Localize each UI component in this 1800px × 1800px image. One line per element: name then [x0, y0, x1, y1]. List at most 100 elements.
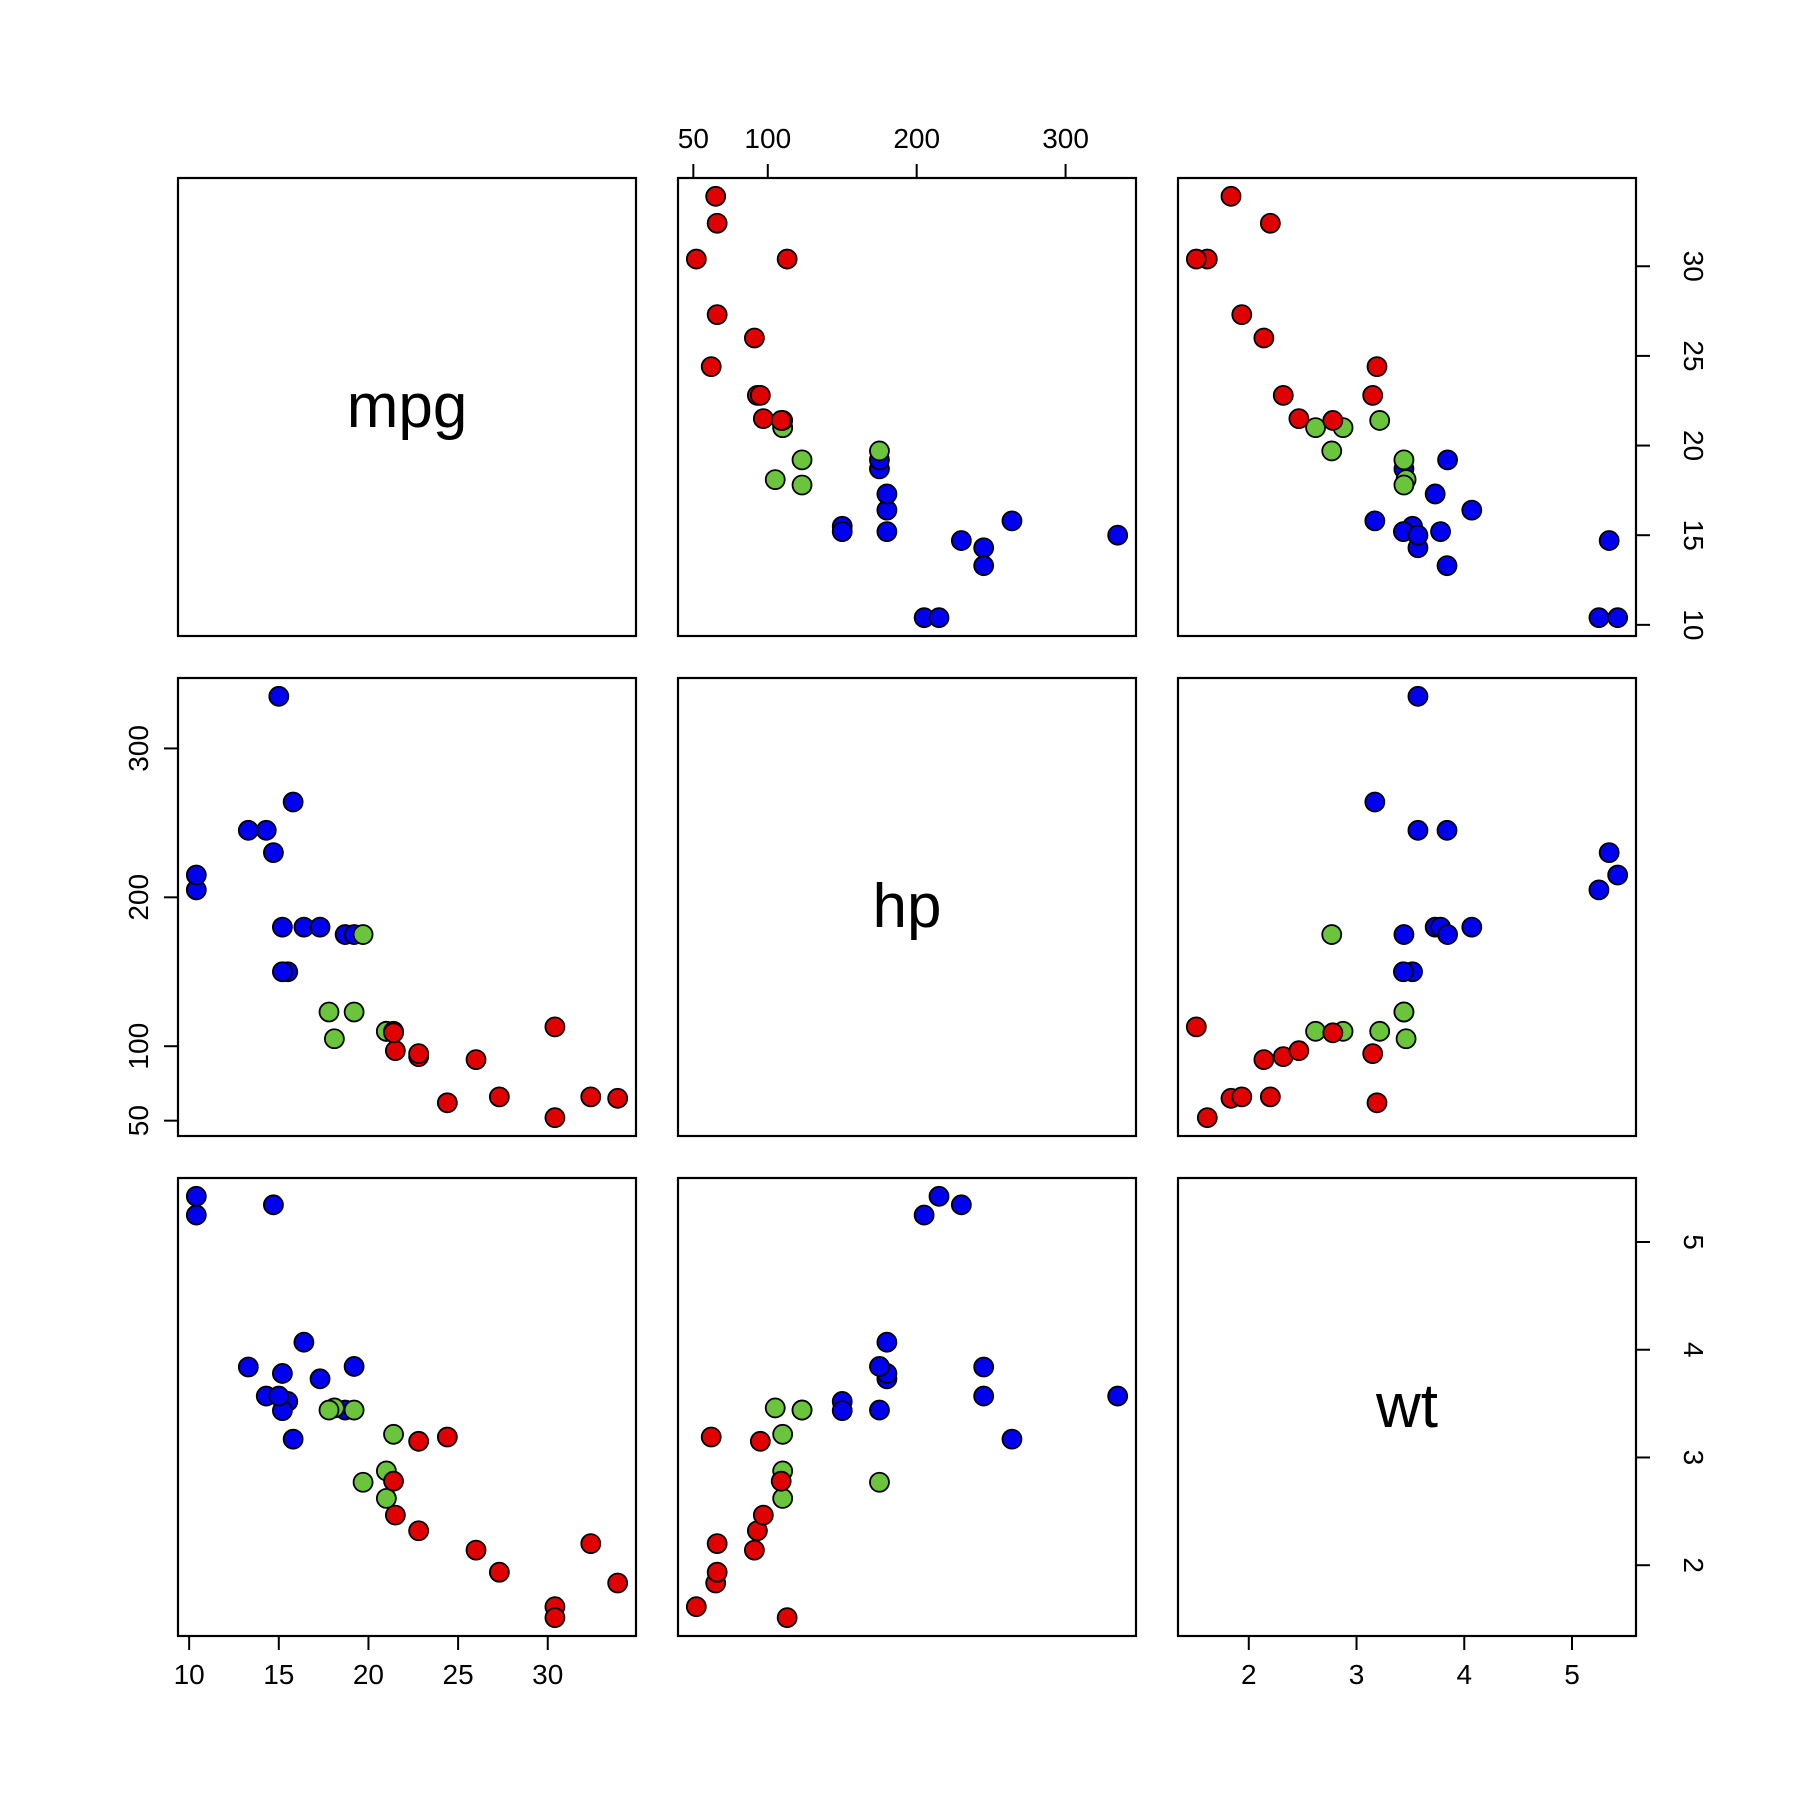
data-point: [1288, 1040, 1310, 1062]
data-point: [791, 1399, 813, 1421]
data-point: [1407, 685, 1429, 707]
data-point: [282, 1428, 304, 1450]
data-point: [1461, 499, 1483, 521]
data-point: [876, 1331, 898, 1353]
data-point: [1322, 410, 1344, 431]
data-point: [580, 1533, 602, 1555]
data-point: [950, 530, 972, 551]
data-point: [408, 1520, 430, 1542]
data-point: [1436, 819, 1458, 841]
data-point: [1288, 408, 1310, 430]
data-point: [705, 185, 727, 207]
data-point: [343, 1356, 365, 1377]
data-point: [1369, 1020, 1391, 1042]
y-axis-mpg: 10 15 20 25 30: [1635, 251, 1709, 640]
tick-label: 100: [744, 123, 791, 154]
panel-hp-vs-wt: [1176, 676, 1638, 1138]
data-point: [544, 1607, 566, 1629]
data-point: [255, 819, 277, 841]
data-point: [1598, 842, 1620, 864]
data-point: [1407, 524, 1429, 546]
tick-label: 300: [1042, 123, 1089, 154]
tick-label: 200: [893, 123, 940, 154]
data-point: [263, 1194, 284, 1216]
panel-wt-vs-wt: wt: [1176, 1176, 1638, 1638]
data-point: [268, 1385, 290, 1407]
data-point: [685, 1596, 707, 1618]
data-point: [752, 1504, 774, 1526]
data-point: [271, 916, 293, 938]
data-point: [1393, 449, 1415, 471]
data-point: [1395, 1028, 1417, 1050]
tick-label: 300: [123, 725, 154, 772]
data-point: [1607, 607, 1629, 629]
tick-label: 20: [1678, 430, 1709, 461]
data-point: [776, 248, 798, 270]
data-point: [384, 1504, 406, 1526]
data-point: [1436, 555, 1458, 577]
tick-label: 4: [1678, 1342, 1709, 1358]
data-point: [237, 819, 259, 841]
data-point: [1366, 1092, 1388, 1114]
data-point: [318, 1001, 340, 1023]
data-point: [237, 1356, 259, 1378]
y-axis-hp: 50 100 200 300: [123, 725, 179, 1136]
data-point: [607, 1087, 629, 1109]
data-point: [1364, 510, 1386, 532]
tick-label: 2: [1241, 1659, 1257, 1690]
data-point: [383, 1423, 404, 1445]
data-point: [1598, 530, 1620, 551]
data-point: [772, 1423, 794, 1445]
tick-label: 5: [1564, 1659, 1580, 1690]
panel-wt-vs-hp: [676, 1176, 1138, 1638]
data-point: [1305, 1020, 1326, 1042]
data-point: [1364, 791, 1386, 813]
data-point: [928, 1185, 950, 1207]
data-point: [1253, 1049, 1275, 1071]
data-point: [352, 924, 374, 945]
panel-mpg-vs-mpg: mpg: [176, 176, 638, 638]
data-point: [544, 1016, 566, 1038]
data-point: [1424, 483, 1446, 505]
data-point: [436, 1426, 458, 1448]
tick-label: 50: [678, 123, 709, 154]
data-point: [869, 1356, 890, 1377]
variable-label-wt: wt: [1375, 1372, 1438, 1441]
data-point: [263, 842, 284, 864]
y-axis-wt: 2 3 4 5: [1635, 1234, 1709, 1573]
data-point: [770, 1470, 792, 1492]
data-point: [791, 474, 813, 496]
data-point: [343, 1399, 365, 1421]
data-point: [1220, 185, 1242, 207]
data-point: [772, 1488, 794, 1509]
panel-mpg-vs-hp: [676, 176, 1138, 638]
data-point: [318, 1399, 340, 1421]
data-point: [1393, 1001, 1415, 1023]
data-point: [973, 1356, 995, 1378]
data-point: [185, 864, 207, 886]
variable-label-mpg: mpg: [347, 372, 468, 441]
data-point: [1322, 1022, 1344, 1044]
data-point: [1305, 417, 1326, 439]
x-axis-hp: 50 100 200 300: [678, 123, 1089, 179]
data-point: [1196, 1107, 1218, 1129]
tick-label: 10: [1678, 609, 1709, 640]
tick-label: 25: [1678, 340, 1709, 371]
panel-frame: [676, 1176, 1138, 1638]
data-point: [1393, 474, 1415, 496]
data-point: [1253, 327, 1275, 349]
data-point: [791, 449, 813, 471]
data-point: [950, 1194, 972, 1216]
tick-label: 30: [532, 1659, 563, 1690]
data-point: [700, 356, 722, 378]
data-point: [408, 1430, 430, 1452]
data-point: [488, 1561, 510, 1583]
data-point: [706, 304, 728, 326]
data-point: [1321, 924, 1343, 945]
data-point: [752, 408, 774, 430]
data-point: [1107, 1385, 1129, 1407]
data-point: [876, 521, 898, 543]
data-point: [973, 1385, 995, 1407]
data-point: [465, 1539, 487, 1561]
data-point: [383, 1470, 404, 1492]
